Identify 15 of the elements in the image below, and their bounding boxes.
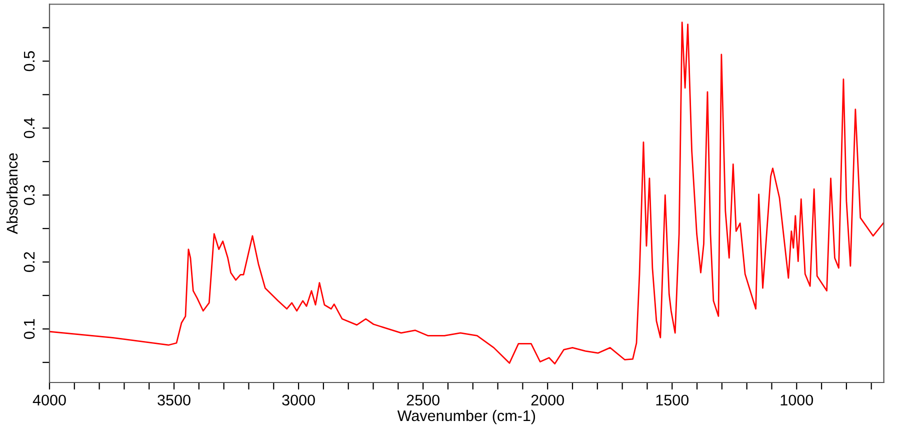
line-series — [50, 22, 884, 364]
x-tick-label: 1000 — [780, 394, 814, 406]
x-tick-label: 3000 — [282, 394, 315, 406]
y-tick-label: 0.3 — [24, 185, 35, 206]
x-tick-label: 2000 — [531, 394, 564, 406]
x-axis-title: Wavenumber (cm-1) — [397, 410, 536, 424]
x-tick-label: 3500 — [158, 394, 190, 406]
y-tick-label: 0.4 — [24, 118, 35, 138]
y-tick-label: 0.2 — [24, 252, 35, 272]
y-tick-label: 0.5 — [24, 51, 35, 72]
x-tick-label: 2500 — [406, 394, 440, 406]
y-axis-title: Absorbance — [6, 153, 18, 234]
y-tick-label: 0.1 — [24, 319, 35, 339]
x-tick-label: 4000 — [32, 394, 66, 406]
x-tick-label: 1500 — [656, 394, 689, 406]
